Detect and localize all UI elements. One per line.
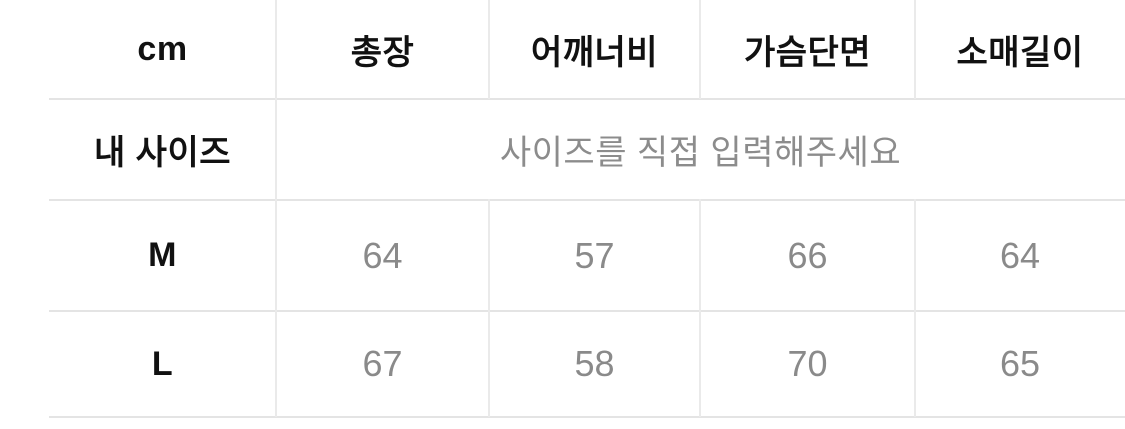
value-l-chest-width: 70 xyxy=(787,343,828,384)
column-divider-2-bottom xyxy=(488,199,490,417)
my-size-input-prompt[interactable]: 사이즈를 직접 입력해주세요 xyxy=(499,134,902,172)
table-row-size-l: L 67 58 70 65 xyxy=(49,311,1125,417)
column-header-chest-width: 가슴단면 xyxy=(743,34,872,72)
column-divider-4-top xyxy=(914,0,916,99)
divider-below-m xyxy=(49,310,1125,312)
divider-below-l xyxy=(49,416,1125,418)
divider-below-header xyxy=(49,98,1125,100)
column-header-sleeve-length: 소매길이 xyxy=(956,34,1084,72)
column-header-total-length: 총장 xyxy=(350,34,415,72)
divider-below-my-size xyxy=(49,199,1125,201)
value-m-shoulder-width: 57 xyxy=(574,234,615,276)
size-label-m: M xyxy=(148,236,177,274)
value-m-chest-width: 66 xyxy=(787,234,828,276)
size-chart-header-row: cm 총장 어깨너비 가슴단면 소매길이 xyxy=(49,0,1125,99)
value-l-sleeve-length: 65 xyxy=(999,343,1041,384)
my-size-row: 내 사이즈 사이즈를 직접 입력해주세요 xyxy=(49,99,1125,200)
column-divider-1 xyxy=(275,0,277,417)
column-divider-2-top xyxy=(488,0,490,99)
value-l-shoulder-width: 58 xyxy=(574,343,615,384)
column-divider-3-top xyxy=(699,0,701,99)
column-header-shoulder-width: 어깨너비 xyxy=(530,34,659,72)
value-m-total-length: 64 xyxy=(362,234,403,276)
unit-header: cm xyxy=(137,30,188,68)
value-m-sleeve-length: 64 xyxy=(999,234,1041,276)
column-divider-3-bottom xyxy=(699,199,701,417)
column-divider-4-bottom xyxy=(914,199,916,417)
size-label-l: L xyxy=(151,344,174,383)
my-size-label: 내 사이즈 xyxy=(93,134,232,172)
table-row-size-m: M 64 57 66 64 xyxy=(49,200,1125,311)
value-l-total-length: 67 xyxy=(362,343,403,384)
